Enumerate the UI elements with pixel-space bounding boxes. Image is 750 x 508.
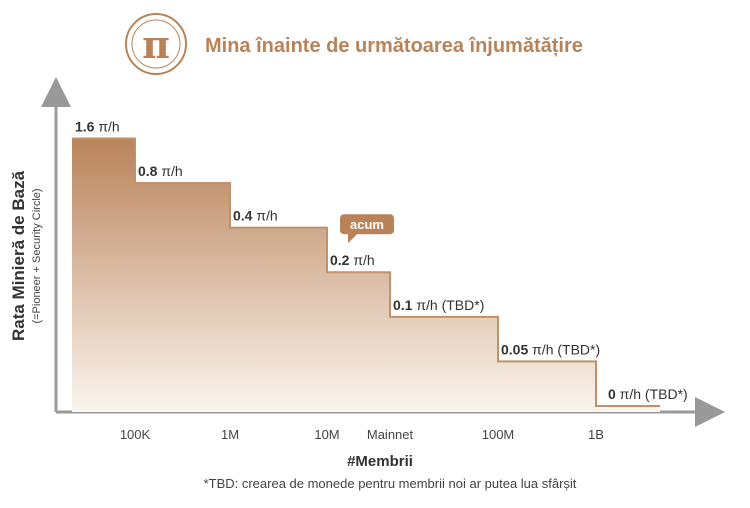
x-tick-label: Mainnet xyxy=(367,427,414,442)
step-label: 0.2 π/h xyxy=(330,252,375,268)
step-unit: π/h xyxy=(349,252,374,268)
step-area xyxy=(72,138,660,412)
step-label: 1.6 π/h xyxy=(75,118,120,134)
x-axis-label: #Membrii xyxy=(347,453,413,470)
y-axis-label: Rata Minieră de Bază xyxy=(9,170,28,341)
step-label: 0.8 π/h xyxy=(138,163,183,179)
step-value: 0.1 xyxy=(393,297,413,313)
logo-glyph: π xyxy=(142,22,170,67)
step-label: 0 π/h (TBD*) xyxy=(608,386,688,402)
y-axis-sublabel: (=Pioneer + Security Circle) xyxy=(31,188,43,323)
x-tick-label: 10M xyxy=(314,427,339,442)
x-tick-label: 1M xyxy=(221,427,239,442)
step-value: 0.05 xyxy=(501,341,528,357)
step-unit: π/h (TBD*) xyxy=(412,297,484,313)
step-label: 0.05 π/h (TBD*) xyxy=(501,341,600,357)
step-label: 0.1 π/h (TBD*) xyxy=(393,297,484,313)
step-value: 0.8 xyxy=(138,163,158,179)
page-title: Mina înainte de următoarea înjumătățire xyxy=(205,35,583,57)
step-unit: π/h (TBD*) xyxy=(616,386,688,402)
step-value: 0 xyxy=(608,386,616,402)
pi-logo-icon: π xyxy=(125,13,187,75)
step-unit: π/h xyxy=(94,118,119,134)
step-label: 0.4 π/h xyxy=(233,208,278,224)
step-line xyxy=(72,137,660,407)
step-value: 0.2 xyxy=(330,252,350,268)
step-unit: π/h xyxy=(252,208,277,224)
step-value: 0.4 xyxy=(233,208,253,224)
footnote: *TBD: crearea de monede pentru membrii n… xyxy=(204,476,577,491)
step-unit: π/h xyxy=(157,163,182,179)
callout-label: acum xyxy=(350,217,384,232)
step-value: 1.6 xyxy=(75,118,95,134)
x-tick-label: 100K xyxy=(120,427,151,442)
step-unit: π/h (TBD*) xyxy=(528,341,600,357)
x-tick-label: 100M xyxy=(482,427,515,442)
now-callout: acum xyxy=(340,214,394,244)
x-tick-label: 1B xyxy=(588,427,604,442)
